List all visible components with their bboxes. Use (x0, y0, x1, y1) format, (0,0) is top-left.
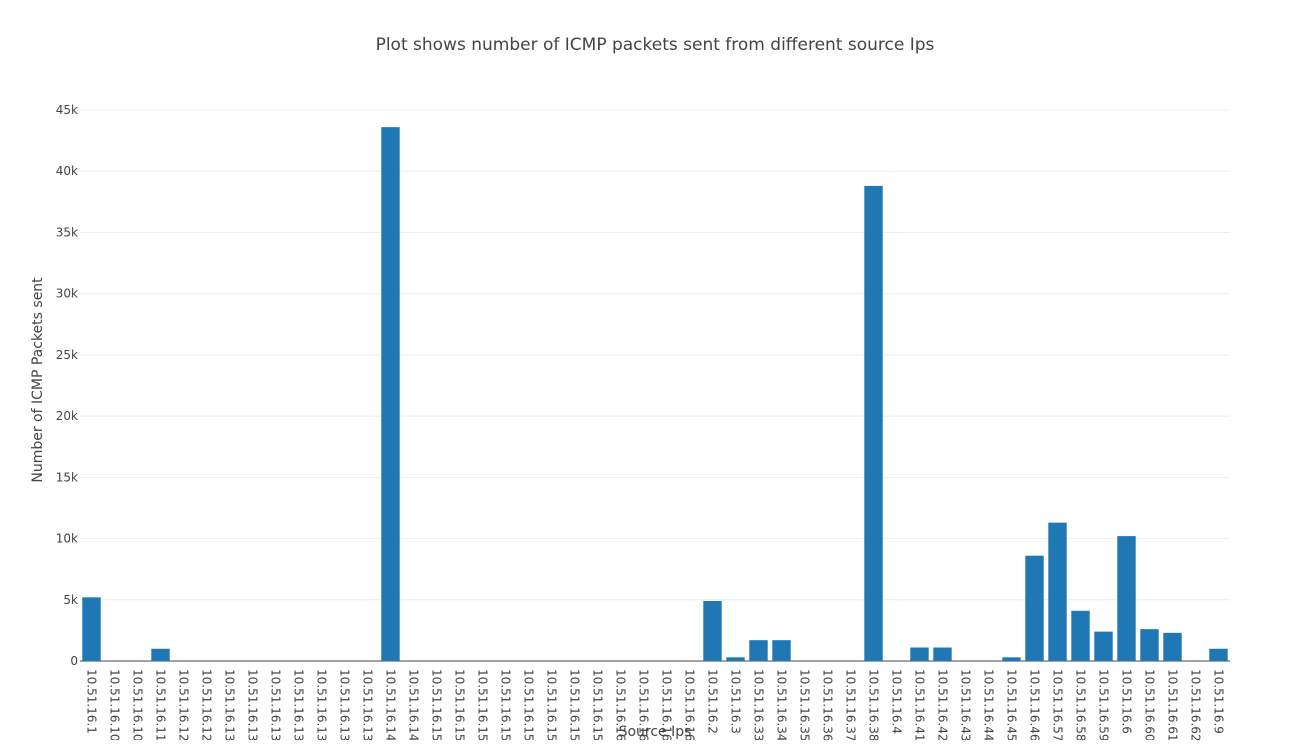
bars (82, 127, 1228, 662)
x-tick-label: 10.51.16.15 (591, 669, 605, 740)
bar[interactable] (1117, 536, 1136, 661)
bar[interactable] (726, 657, 745, 661)
x-tick-label: 10.51.16.14 (407, 669, 421, 740)
x-tick-label: 10.51.16.13 (338, 669, 352, 740)
x-tick-label: 10.51.16.10 (131, 669, 145, 740)
x-tick-label: 10.51.16.2 (706, 669, 720, 734)
y-tick-label: 25k (56, 348, 78, 362)
bar[interactable] (1209, 648, 1228, 661)
x-tick-label: 10.51.16.62 (1189, 669, 1203, 740)
x-tick-label: 10.51.16.33 (752, 669, 766, 740)
x-tick-label: 10.51.16.1 (85, 669, 99, 734)
y-tick-labels: 0 5k 10k 15k 20k 25k 30k 35k 40k 45k (56, 103, 78, 668)
x-tick-label: 10.51.16.13 (223, 669, 237, 740)
x-tick-label: 10.51.16.46 (1028, 669, 1042, 740)
x-tick-label: 10.51.16.16 (660, 669, 674, 740)
x-tick-label: 10.51.16.13 (361, 669, 375, 740)
y-tick-label: 0 (70, 654, 78, 668)
x-tick-label: 10.51.16.15 (476, 669, 490, 740)
x-tick-label: 10.51.16.12 (200, 669, 214, 740)
x-tick-label: 10.51.16.13 (315, 669, 329, 740)
x-tick-label: 10.51.16.13 (292, 669, 306, 740)
bar[interactable] (772, 640, 791, 661)
bar[interactable] (749, 640, 768, 661)
y-tick-label: 30k (56, 287, 78, 301)
x-tick-label: 10.51.16.13 (269, 669, 283, 740)
y-tick-label: 15k (56, 470, 78, 484)
y-tick-label: 10k (56, 532, 78, 546)
x-tick-label: 10.51.16.6 (1120, 669, 1134, 734)
y-tick-label: 5k (63, 593, 78, 607)
x-tick-label: 10.51.16.34 (775, 669, 789, 740)
y-tick-label: 45k (56, 103, 78, 117)
y-tick-label: 35k (56, 225, 78, 239)
x-tick-labels: 10.51.16.1 10.51.16.10 10.51.16.10 10.51.16… (85, 669, 1226, 742)
bar[interactable] (1071, 610, 1090, 661)
x-tick-label: 10.51.16.57 (1051, 669, 1065, 740)
x-tick-label: 10.51.16.12 (177, 669, 191, 740)
bar[interactable] (1163, 632, 1182, 661)
y-tick-label: 20k (56, 409, 78, 423)
x-tick-label: 10.51.16.38 (867, 669, 881, 740)
bar[interactable] (703, 601, 722, 661)
x-tick-label: 10.51.16.11 (154, 669, 168, 740)
x-tick-label: 10.51.16.35 (798, 669, 812, 740)
x-tick-label: 10.51.16.37 (844, 669, 858, 740)
x-tick-label: 10.51.16.15 (545, 669, 559, 740)
x-tick-label: 10.51.16.15 (499, 669, 513, 740)
x-tick-label: 10.51.16.36 (821, 669, 835, 740)
x-tick-label: 10.51.16.14 (384, 669, 398, 740)
x-tick-label: 10.51.16.16 (683, 669, 697, 740)
x-tick-label: 10.51.16.42 (936, 669, 950, 740)
x-tick-label: 10.51.16.3 (729, 669, 743, 734)
chart-title: Plot shows number of ICMP packets sent f… (376, 35, 935, 55)
bar[interactable] (933, 647, 952, 661)
x-tick-label: 10.51.16.15 (430, 669, 444, 740)
x-tick-label: 10.51.16.15 (522, 669, 536, 740)
x-tick-label: 10.51.16.16 (637, 669, 651, 740)
x-tick-label: 10.51.16.9 (1212, 669, 1226, 734)
x-tick-label: 10.51.16.13 (246, 669, 260, 740)
x-tick-label: 10.51.16.61 (1166, 669, 1180, 740)
bar[interactable] (864, 185, 883, 661)
bar[interactable] (1025, 555, 1044, 661)
x-tick-label: 10.51.16.15 (568, 669, 582, 740)
x-tick-label: 10.51.16.16 (614, 669, 628, 740)
x-tick-label: 10.51.16.4 (890, 669, 904, 734)
bar[interactable] (1140, 629, 1159, 661)
y-tick-label: 40k (56, 164, 78, 178)
bar[interactable] (151, 648, 170, 661)
bar[interactable] (910, 647, 929, 661)
x-tick-label: 10.51.16.59 (1097, 669, 1111, 740)
bar[interactable] (82, 597, 101, 661)
y-axis-title: Number of ICMP Packets sent (30, 277, 46, 483)
x-tick-label: 10.51.16.41 (913, 669, 927, 740)
bar[interactable] (1002, 657, 1021, 661)
x-tick-label: 10.51.16.15 (453, 669, 467, 740)
bar[interactable] (1094, 631, 1113, 661)
x-tick-label: 10.51.16.60 (1143, 669, 1157, 740)
x-tick-label: 10.51.16.43 (959, 669, 973, 740)
x-tick-label: 10.51.16.58 (1074, 669, 1088, 740)
x-axis-title: Source Ips (619, 724, 692, 740)
x-tick-label: 10.51.16.45 (1005, 669, 1019, 740)
bar[interactable] (1048, 522, 1067, 661)
x-tick-label: 10.51.16.10 (108, 669, 122, 740)
x-tick-label: 10.51.16.44 (982, 669, 996, 740)
bar[interactable] (381, 127, 400, 662)
